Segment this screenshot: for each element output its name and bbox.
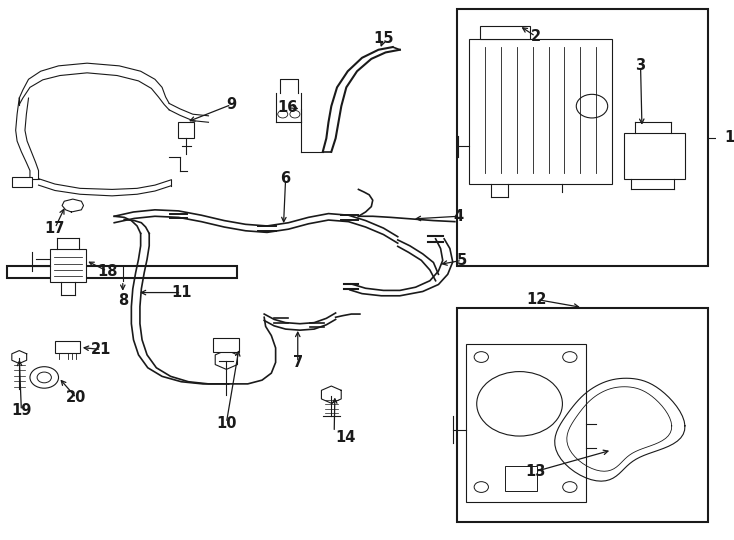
Text: 8: 8 bbox=[117, 293, 128, 308]
Text: 21: 21 bbox=[91, 342, 112, 357]
Bar bbox=[457, 308, 708, 523]
Bar bbox=[12, 177, 32, 187]
Bar bbox=[465, 343, 586, 502]
Bar bbox=[480, 25, 530, 39]
Bar bbox=[624, 133, 685, 179]
Text: 18: 18 bbox=[97, 264, 117, 279]
Bar bbox=[469, 39, 612, 184]
Text: 6: 6 bbox=[280, 171, 291, 186]
Text: 14: 14 bbox=[335, 430, 356, 445]
Text: 13: 13 bbox=[526, 464, 546, 479]
Text: 3: 3 bbox=[636, 58, 646, 73]
Bar bbox=[457, 9, 708, 266]
Text: 5: 5 bbox=[457, 253, 467, 268]
Text: 17: 17 bbox=[45, 221, 65, 235]
Text: 16: 16 bbox=[277, 100, 297, 115]
Text: 19: 19 bbox=[11, 403, 32, 418]
Bar bbox=[178, 122, 195, 138]
Text: 20: 20 bbox=[66, 390, 87, 406]
Text: 9: 9 bbox=[226, 97, 236, 112]
Bar bbox=[50, 248, 86, 282]
Text: 12: 12 bbox=[527, 292, 547, 307]
Text: 15: 15 bbox=[373, 31, 393, 46]
Bar bbox=[55, 341, 80, 353]
Text: 1: 1 bbox=[724, 130, 734, 145]
Text: 11: 11 bbox=[171, 285, 192, 300]
Text: 4: 4 bbox=[454, 209, 463, 224]
Text: 10: 10 bbox=[216, 416, 236, 430]
Text: 2: 2 bbox=[531, 29, 541, 44]
Bar bbox=[505, 465, 537, 491]
Bar bbox=[214, 338, 239, 352]
Text: 7: 7 bbox=[293, 355, 303, 370]
Bar bbox=[7, 266, 237, 278]
